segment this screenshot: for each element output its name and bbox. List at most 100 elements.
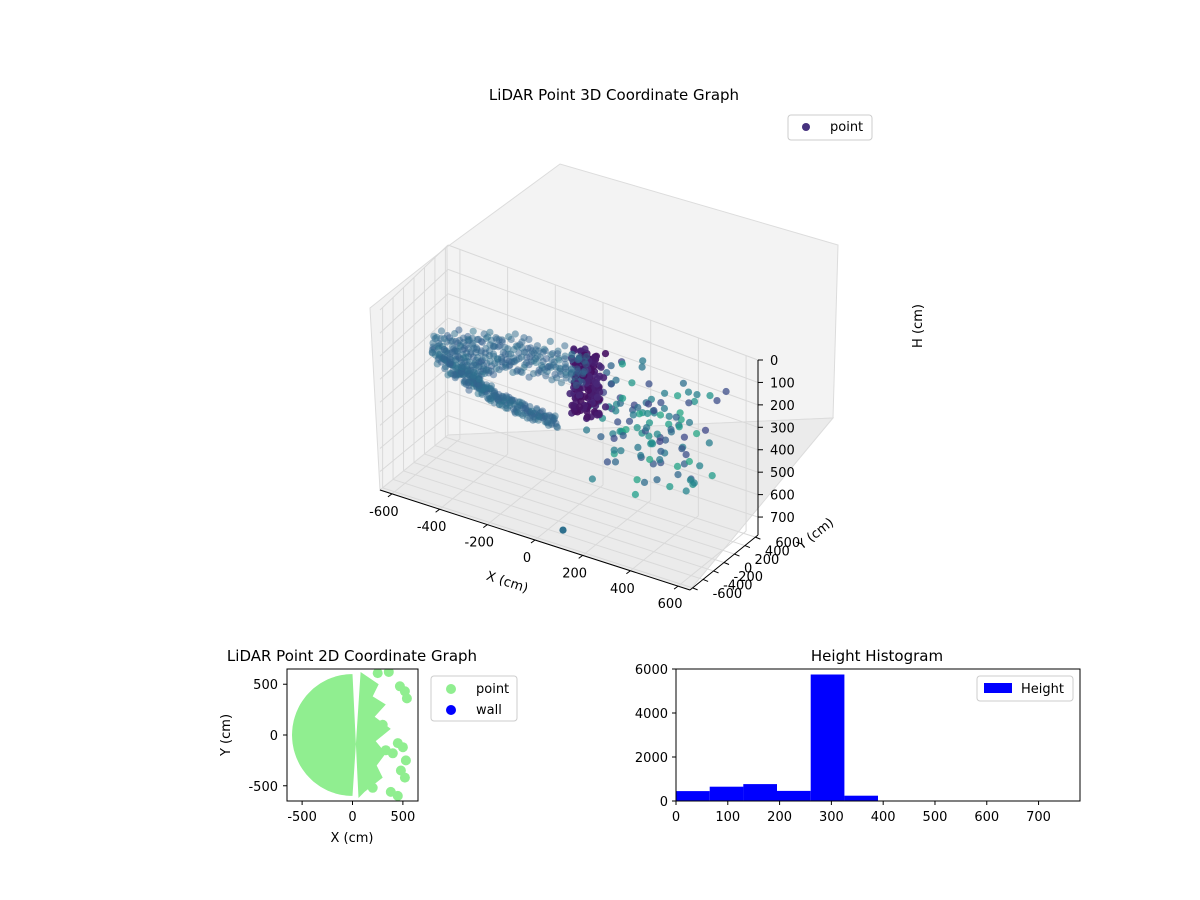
point-3d bbox=[492, 334, 500, 342]
histogram-bar bbox=[844, 795, 878, 801]
point-3d bbox=[509, 405, 518, 413]
point-2d bbox=[392, 738, 403, 749]
point-3d bbox=[653, 476, 661, 484]
y-tick-label-hist: 4000 bbox=[635, 707, 668, 722]
point-3d bbox=[557, 379, 566, 387]
point-3d bbox=[656, 411, 665, 419]
y-tick-3d bbox=[734, 553, 740, 557]
histogram-bar bbox=[810, 674, 845, 801]
point-3d bbox=[584, 386, 593, 395]
plot-2d: LiDAR Point 2D Coordinate Graph -500 0 500… bbox=[219, 647, 518, 846]
point-3d bbox=[597, 433, 605, 441]
point-3d bbox=[581, 367, 589, 375]
point-3d bbox=[499, 393, 507, 401]
point-3d bbox=[583, 413, 591, 421]
legend-2d-marker-point bbox=[446, 684, 456, 694]
point-3d bbox=[561, 355, 569, 363]
point-2d bbox=[387, 748, 398, 759]
point-3d bbox=[561, 360, 569, 368]
y-tick-label-hist: 6000 bbox=[635, 663, 668, 678]
point-3d bbox=[522, 405, 530, 413]
x-tick-label-3d: 200 bbox=[562, 566, 587, 581]
point-3d bbox=[638, 363, 646, 371]
point-3d bbox=[574, 367, 582, 375]
grid-line bbox=[582, 499, 652, 556]
point-3d bbox=[619, 432, 627, 440]
grid-line bbox=[447, 244, 759, 361]
y-tick-3d bbox=[713, 570, 719, 574]
point-3d bbox=[566, 390, 574, 398]
point-3d bbox=[486, 357, 494, 366]
x-tick-label-hist: 400 bbox=[871, 810, 896, 825]
legend-hist-swatch bbox=[984, 683, 1012, 693]
x-tick-3d bbox=[673, 585, 679, 590]
point-3d bbox=[546, 337, 554, 345]
point-3d bbox=[696, 462, 704, 470]
y-tick-label-3d: -400 bbox=[723, 578, 753, 593]
point-3d bbox=[631, 490, 640, 499]
point-3d bbox=[682, 451, 690, 459]
plot-2d-title: LiDAR Point 2D Coordinate Graph bbox=[227, 647, 477, 665]
x-tick-label-3d: 0 bbox=[523, 551, 531, 566]
point-2d bbox=[400, 755, 411, 766]
grid-line bbox=[447, 268, 759, 383]
point-3d bbox=[542, 372, 550, 380]
legend-hist-label: Height bbox=[1021, 682, 1064, 697]
x-tick-label-3d: -200 bbox=[465, 536, 495, 551]
point-3d bbox=[583, 426, 591, 434]
point-3d bbox=[525, 373, 533, 381]
point-3d bbox=[548, 376, 556, 384]
point-3d bbox=[486, 328, 494, 336]
point-3d bbox=[593, 411, 601, 419]
point-3d bbox=[601, 403, 610, 411]
point-3d bbox=[647, 440, 655, 448]
point-3d bbox=[485, 392, 493, 400]
histogram-title: Height Histogram bbox=[811, 647, 943, 665]
legend-3d-box bbox=[787, 114, 873, 141]
point-3d bbox=[517, 410, 526, 418]
point-3d bbox=[690, 397, 699, 406]
point-3d bbox=[447, 356, 455, 364]
point-2d bbox=[392, 790, 403, 801]
grid-line bbox=[379, 366, 449, 426]
point-3d bbox=[617, 447, 625, 455]
point-3d bbox=[656, 437, 664, 446]
point-3d bbox=[593, 380, 601, 388]
histogram-frame bbox=[675, 668, 1081, 802]
x-tick-label-hist: 300 bbox=[819, 810, 844, 825]
point-3d bbox=[588, 475, 597, 483]
point-3d bbox=[612, 407, 620, 415]
plot-3d: LiDAR Point 3D Coordinate Graph -600-400… bbox=[369, 86, 926, 612]
point-3d bbox=[646, 455, 654, 464]
point-3d bbox=[443, 332, 451, 340]
point-2d bbox=[401, 693, 412, 704]
y-tick-label-3d: 200 bbox=[754, 553, 779, 568]
x-tick-label-2d: -500 bbox=[287, 810, 317, 825]
z-tick-label-3d: 400 bbox=[770, 444, 795, 459]
histogram: Height Histogram 0 100 200 300 400 500 600 7000… bbox=[635, 647, 1081, 825]
point-3d bbox=[693, 430, 701, 438]
y-tick-3d bbox=[723, 562, 730, 565]
z-tick-label-3d: 0 bbox=[770, 354, 778, 369]
point-3d bbox=[607, 362, 615, 370]
grid-line bbox=[379, 244, 449, 311]
point-3d bbox=[722, 387, 730, 396]
y-tick-label-hist: 2000 bbox=[635, 751, 668, 766]
x-tick-label-hist: 500 bbox=[923, 810, 948, 825]
histogram-ticks: 0 100 200 300 400 500 600 700 0 2000 4000 6000 bbox=[635, 663, 1051, 825]
y-tick-3d bbox=[755, 536, 761, 540]
point-3d bbox=[538, 361, 546, 370]
x-tick-label-hist: 700 bbox=[1026, 810, 1051, 825]
point-3d bbox=[450, 371, 458, 379]
point-3d bbox=[656, 456, 664, 464]
point-3d bbox=[582, 352, 591, 361]
point-3d bbox=[633, 476, 641, 484]
point-3d bbox=[650, 406, 658, 415]
y-tick-label-2d: 0 bbox=[270, 729, 278, 744]
point-3d bbox=[527, 344, 535, 352]
grid-line bbox=[445, 436, 756, 538]
point-3d bbox=[708, 472, 716, 480]
point-3d bbox=[514, 366, 522, 374]
point-3d bbox=[635, 410, 644, 418]
point-2d bbox=[394, 681, 405, 692]
